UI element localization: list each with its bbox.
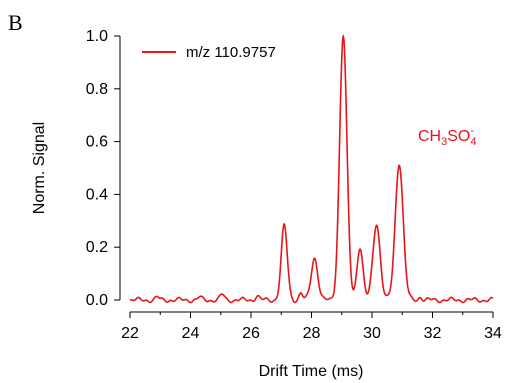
x-tick-label: 22: [121, 325, 139, 342]
y-tick-label: 0.4: [86, 186, 108, 203]
y-tick-label: 0.6: [86, 134, 108, 151]
series-line: [129, 33, 494, 304]
y-tick-label: 0.8: [86, 81, 108, 98]
x-tick-label: 26: [242, 325, 260, 342]
y-tick-label: 1.0: [86, 28, 108, 45]
x-tick-label: 24: [182, 325, 200, 342]
x-tick-label: 28: [303, 325, 321, 342]
y-ticks: 0.0 0.2 0.4 0.6 0.8 1.0: [86, 28, 120, 309]
legend-label: m/z 110.9757: [186, 44, 276, 61]
x-tick-label: 30: [363, 325, 381, 342]
annot-sub-1: 3: [441, 136, 447, 148]
x-axis-title: Drift Time (ms): [259, 363, 364, 380]
x-tick-label: 32: [424, 325, 442, 342]
ion-annotation: CH3SO4-: [418, 125, 476, 148]
legend: m/z 110.9757: [142, 44, 276, 61]
x-ticks: 22 24 26 28 30 32 34: [121, 312, 502, 342]
annot-base-b: SO: [447, 128, 470, 145]
y-tick-label: 0.0: [86, 292, 108, 309]
annot-base-a: CH: [418, 128, 441, 145]
axes: [119, 36, 493, 313]
annot-sub-2: 4: [470, 136, 476, 148]
panel-label: B: [8, 10, 23, 35]
y-tick-label: 0.2: [86, 239, 108, 256]
y-axis-title: Norm. Signal: [31, 122, 48, 214]
series-group: [129, 33, 494, 304]
x-tick-label: 34: [484, 325, 502, 342]
annot-superscript: -: [470, 125, 474, 137]
